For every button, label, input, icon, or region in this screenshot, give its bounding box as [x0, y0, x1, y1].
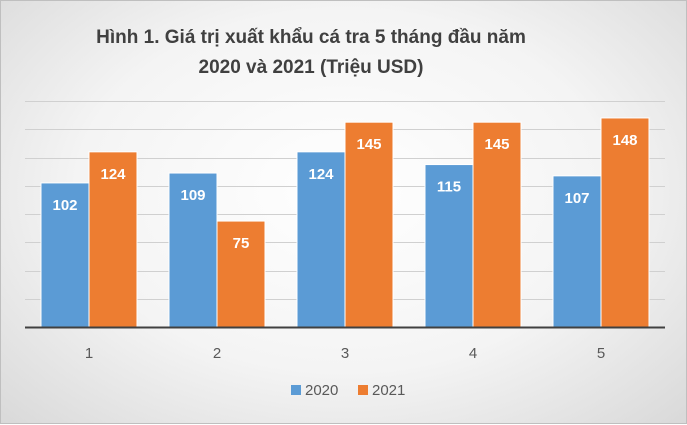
- data-label: 102: [52, 197, 77, 214]
- data-label: 115: [437, 179, 461, 196]
- bar-2021-1: [88, 151, 138, 328]
- data-label: 148: [612, 132, 637, 149]
- x-tick-label: 3: [341, 345, 349, 362]
- legend-swatch-2020: [291, 385, 301, 395]
- bar-2021-2: [216, 220, 266, 328]
- data-label: 124: [100, 166, 126, 183]
- bar-2020-2: [168, 172, 218, 328]
- legend-label-2021: 2021: [372, 382, 405, 399]
- data-label: 145: [484, 136, 509, 153]
- data-label: 109: [180, 187, 205, 204]
- x-tick-label: 5: [597, 345, 605, 362]
- chart-title-line-1: Hình 1. Giá trị xuất khẩu cá tra 5 tháng…: [96, 27, 526, 48]
- data-label: 75: [233, 235, 250, 252]
- bar-2020-1: [40, 182, 90, 328]
- bar-2021-5: [600, 117, 650, 328]
- chart-title: Hình 1. Giá trị xuất khẩu cá tra 5 tháng…: [1, 23, 621, 83]
- x-tick-label: 4: [469, 345, 477, 362]
- bar-2021-3: [344, 121, 394, 328]
- x-tick-label: 1: [85, 345, 93, 362]
- data-label: 124: [308, 166, 334, 183]
- bar-2020-3: [296, 151, 346, 328]
- legend-label-2020: 2020: [305, 382, 338, 399]
- data-label: 107: [564, 190, 589, 207]
- legend-swatch-2021: [358, 385, 368, 395]
- data-label: 145: [356, 136, 381, 153]
- x-tick-label: 2: [213, 345, 221, 362]
- chart-title-line-2: 2020 và 2021 (Triệu USD): [198, 57, 424, 78]
